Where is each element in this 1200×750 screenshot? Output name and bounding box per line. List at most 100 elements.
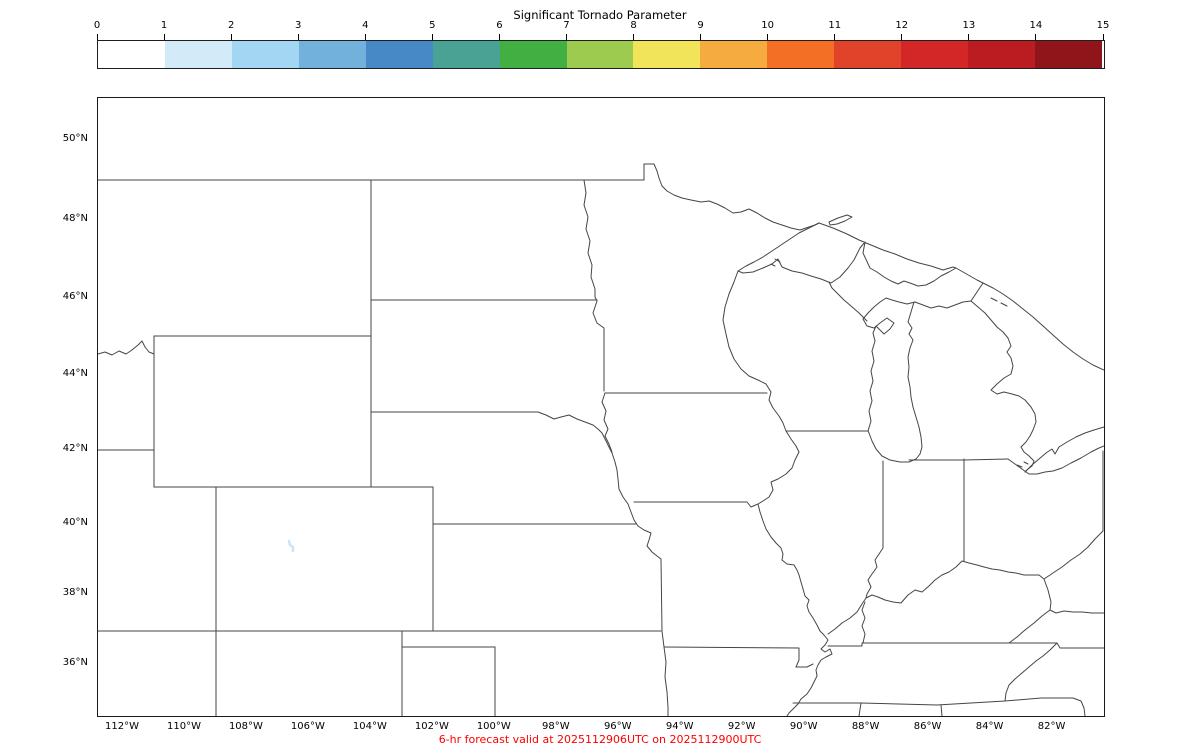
lat-label-50N: 50°N <box>62 133 88 144</box>
lake-erie-north-shore <box>1024 426 1105 473</box>
colorbar-tick-mark <box>1102 34 1104 40</box>
apostle-islands <box>770 258 781 267</box>
lon-label-98W: 98°W <box>541 721 570 732</box>
huron-ontario-shore <box>982 282 1105 371</box>
colorbar-segment-13-14 <box>968 41 1036 68</box>
colorbar-segment-14-15 <box>1035 41 1102 68</box>
colorbar-tick-label-6: 6 <box>496 20 503 31</box>
ohio-river <box>827 560 1105 635</box>
lat-label-46N: 46°N <box>62 291 88 302</box>
lat-label-38N: 38°N <box>62 587 88 598</box>
lon-label-110W: 110°W <box>166 721 201 732</box>
border-mt-id <box>97 340 155 356</box>
colorbar-segment-9-10 <box>700 41 768 68</box>
border-ky-va <box>1008 609 1051 644</box>
colorbar-tick-mark <box>297 34 299 40</box>
border-ky-tn <box>827 642 1105 649</box>
colorbar-tick-mark <box>96 34 98 40</box>
border-red-river-mn <box>583 179 605 392</box>
lon-label-86W: 86°W <box>913 721 942 732</box>
colorbar-segment-6-7 <box>499 41 567 68</box>
lon-label-104W: 104°W <box>352 721 387 732</box>
st-marys-shore <box>970 282 984 302</box>
colorbar-tick-mark <box>633 34 635 40</box>
colorbar-segment-3-4 <box>298 41 366 68</box>
lon-label-106W: 106°W <box>290 721 325 732</box>
lake-huron-shore <box>970 300 1037 473</box>
lon-label-82W: 82°W <box>1037 721 1066 732</box>
lat-label-36N: 36°N <box>62 657 88 668</box>
stp-contour-feature <box>287 539 295 553</box>
colorbar-tick-label-5: 5 <box>429 20 436 31</box>
lon-label-94W: 94°W <box>665 721 694 732</box>
tennessee-river-ky <box>861 601 866 644</box>
ohio-river-upper <box>1043 530 1104 580</box>
colorbar-tick-label-13: 13 <box>962 20 976 31</box>
lake-michigan-east-shore <box>867 301 923 463</box>
border-ms-al <box>858 702 862 717</box>
border-il-in <box>865 460 884 599</box>
lon-label-112W: 112°W <box>105 721 139 732</box>
lon-label-90W: 90°W <box>789 721 818 732</box>
colorbar-segment-5-6 <box>432 41 500 68</box>
colorbar-tick-mark <box>498 34 500 40</box>
colorbar-segment-12-13 <box>901 41 969 68</box>
drummond-islands <box>990 297 1008 307</box>
lake-superior <box>737 222 957 287</box>
lon-label-102W: 102°W <box>414 721 449 732</box>
colorbar <box>97 40 1105 69</box>
forecast-caption: 6-hr forecast valid at 2025112906UTC on … <box>438 733 762 746</box>
colorbar-tick-mark <box>163 34 165 40</box>
lon-label-88W: 88°W <box>851 721 880 732</box>
lat-label-42N: 42°N <box>62 443 88 454</box>
lat-label-48N: 48°N <box>62 213 88 224</box>
lake-superior-east-shore <box>955 267 984 284</box>
colorbar-tick-label-10: 10 <box>761 20 775 31</box>
erie-islands <box>1016 461 1029 468</box>
border-ga-nc-sc <box>1004 697 1086 717</box>
lon-label-108W: 108°W <box>228 721 263 732</box>
mississippi-river <box>722 270 833 717</box>
colorbar-tick-mark <box>767 34 769 40</box>
colorbar-segment-1-2 <box>164 41 232 68</box>
border-sd-ne-missouri-river <box>370 411 669 717</box>
colorbar-tick-label-9: 9 <box>697 20 704 31</box>
border-ia-mo <box>633 501 759 508</box>
colorbar-segment-7-8 <box>566 41 634 68</box>
colorbar-tick-mark <box>834 34 836 40</box>
border-mi-in-oh <box>908 458 1009 461</box>
isle-royale <box>828 214 853 226</box>
border-wi-mi <box>828 281 868 322</box>
colorbar-tick-label-2: 2 <box>227 20 235 31</box>
colorbar-tick-mark <box>364 34 366 40</box>
chart-title: Significant Tornado Parameter <box>513 8 687 22</box>
colorbar-tick-label-12: 12 <box>895 20 909 31</box>
colorbar-tick-label-3: 3 <box>295 20 302 31</box>
colorbar-tick-label-1: 1 <box>160 20 168 31</box>
colorbar-segment-11-12 <box>834 41 902 68</box>
colorbar-tick-mark <box>901 34 903 40</box>
lake-erie-south-shore <box>1007 445 1105 475</box>
lon-label-100W: 100°W <box>476 721 511 732</box>
border-mo-ar <box>663 646 814 668</box>
colorbar-tick-label-4: 4 <box>362 20 369 31</box>
lon-label-92W: 92°W <box>727 721 756 732</box>
colorbar-tick-label-7: 7 <box>563 20 570 31</box>
lat-label-40N: 40°N <box>62 517 88 528</box>
colorbar-tick-label-14: 14 <box>1029 20 1043 31</box>
lat-label-44N: 44°N <box>62 368 88 379</box>
colorbar-segment-0-1 <box>98 41 165 68</box>
map-frame <box>97 97 1105 717</box>
map-svg <box>97 163 1105 717</box>
colorbar-segment-4-5 <box>365 41 433 68</box>
colorbar-tick-mark <box>230 34 232 40</box>
border-al-ga <box>940 704 943 717</box>
lon-label-84W: 84°W <box>975 721 1004 732</box>
colorbar-tick-mark <box>968 34 970 40</box>
colorbar-tick-label-11: 11 <box>828 20 842 31</box>
lon-label-96W: 96°W <box>603 721 632 732</box>
colorbar-tick-label-0: 0 <box>93 20 101 31</box>
lake-michigan-west-shore <box>862 297 972 432</box>
colorbar-tick-label-8: 8 <box>630 20 637 31</box>
